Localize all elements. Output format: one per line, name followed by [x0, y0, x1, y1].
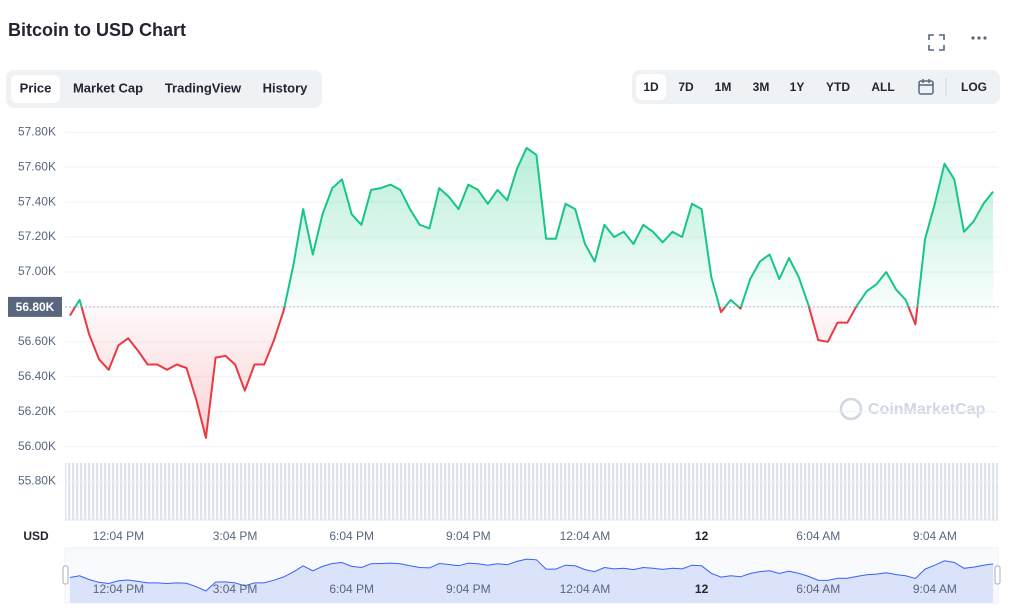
navigator-line — [69, 558, 994, 592]
y-tick-label: 56.20K — [18, 404, 56, 418]
range-button[interactable]: YTD — [826, 80, 850, 94]
x-tick-label: 12 — [695, 529, 709, 543]
navigator-tick-label: 9:04 AM — [913, 582, 957, 596]
tab-active — [11, 75, 60, 103]
x-tick-label: 9:04 PM — [446, 529, 491, 543]
range-button[interactable]: 7D — [678, 80, 694, 94]
navigator-tick-label: 12 — [695, 582, 709, 596]
navigator-tick-label: 9:04 PM — [446, 582, 491, 596]
y-tick-label: 56.40K — [18, 369, 56, 383]
watermark-text: CoinMarketCap — [868, 401, 986, 418]
x-tick-label: 6:04 PM — [329, 529, 374, 543]
navigator-tick-label: 12:04 PM — [93, 582, 144, 596]
y-tick-label: 56.60K — [18, 334, 56, 348]
range-button[interactable]: ALL — [871, 80, 894, 94]
fullscreen-icon[interactable] — [928, 34, 945, 51]
calendar-icon[interactable] — [918, 79, 934, 95]
y-axis-label: USD — [23, 529, 49, 543]
y-tick-label: 57.80K — [18, 124, 56, 138]
watermark: CoinMarketCap — [839, 397, 986, 421]
navigator-handle[interactable] — [994, 565, 1001, 585]
range-button[interactable]: 1M — [715, 80, 732, 94]
y-tick-label: 56.00K — [18, 439, 56, 453]
title: Bitcoin to USD Chart — [8, 20, 186, 40]
y-tick-label: 57.20K — [18, 229, 56, 243]
range-button[interactable]: 1D — [643, 80, 659, 94]
log-button[interactable]: LOG — [961, 80, 987, 94]
tab-bar — [6, 70, 322, 108]
range-active — [636, 74, 666, 100]
reference-label-box — [8, 296, 62, 317]
y-tick-label: 57.60K — [18, 159, 56, 173]
tab[interactable]: History — [263, 80, 309, 95]
navigator-tick-label: 6:04 AM — [796, 582, 840, 596]
navigator-area — [69, 559, 994, 603]
price-area — [69, 147, 994, 438]
x-tick-label: 12:04 AM — [560, 529, 611, 543]
x-tick-label: 9:04 AM — [913, 529, 957, 543]
tab[interactable]: Price — [20, 80, 52, 95]
x-tick-label: 12:04 PM — [93, 529, 144, 543]
price-line — [69, 146, 994, 439]
range-bar — [632, 70, 1000, 104]
x-tick-label: 3:04 PM — [213, 529, 258, 543]
y-tick-label: 57.00K — [18, 264, 56, 278]
navigator-tick-label: 12:04 AM — [560, 582, 611, 596]
range-button[interactable]: 3M — [753, 80, 770, 94]
navigator-tick-label: 3:04 PM — [213, 582, 258, 596]
tab[interactable]: Market Cap — [73, 80, 143, 95]
x-tick-label: 6:04 AM — [796, 529, 840, 543]
volume-bars — [65, 463, 998, 520]
range-button[interactable]: 1Y — [790, 80, 805, 94]
y-tick-label: 57.40K — [18, 194, 56, 208]
reference-label: 56.80K — [16, 300, 55, 314]
navigator-tick-label: 6:04 PM — [329, 582, 374, 596]
more-icon[interactable] — [971, 36, 987, 40]
tab[interactable]: TradingView — [165, 80, 242, 95]
navigator-handle[interactable] — [62, 565, 69, 585]
y-tick-label: 55.80K — [18, 474, 56, 488]
